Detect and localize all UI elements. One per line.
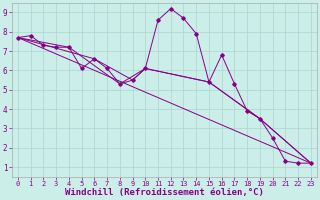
X-axis label: Windchill (Refroidissement éolien,°C): Windchill (Refroidissement éolien,°C) <box>65 188 264 197</box>
